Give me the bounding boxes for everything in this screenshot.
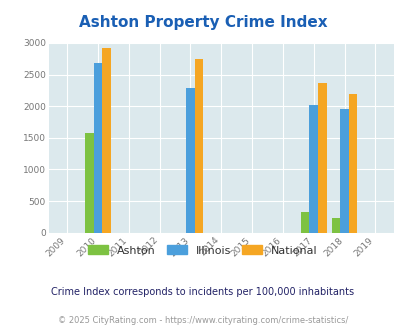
Bar xyxy=(339,109,348,233)
Text: Crime Index corresponds to incidents per 100,000 inhabitants: Crime Index corresponds to incidents per… xyxy=(51,287,354,297)
Bar xyxy=(102,48,111,233)
Text: Ashton Property Crime Index: Ashton Property Crime Index xyxy=(79,15,326,30)
Bar xyxy=(348,94,356,233)
Bar xyxy=(194,59,203,233)
Bar xyxy=(300,212,309,233)
Bar xyxy=(317,83,326,233)
Bar xyxy=(85,133,94,233)
Bar xyxy=(185,88,194,233)
Text: © 2025 CityRating.com - https://www.cityrating.com/crime-statistics/: © 2025 CityRating.com - https://www.city… xyxy=(58,316,347,325)
Bar xyxy=(309,105,317,233)
Bar xyxy=(331,218,339,233)
Legend: Ashton, Illinois, National: Ashton, Illinois, National xyxy=(83,241,322,260)
Bar xyxy=(94,63,102,233)
